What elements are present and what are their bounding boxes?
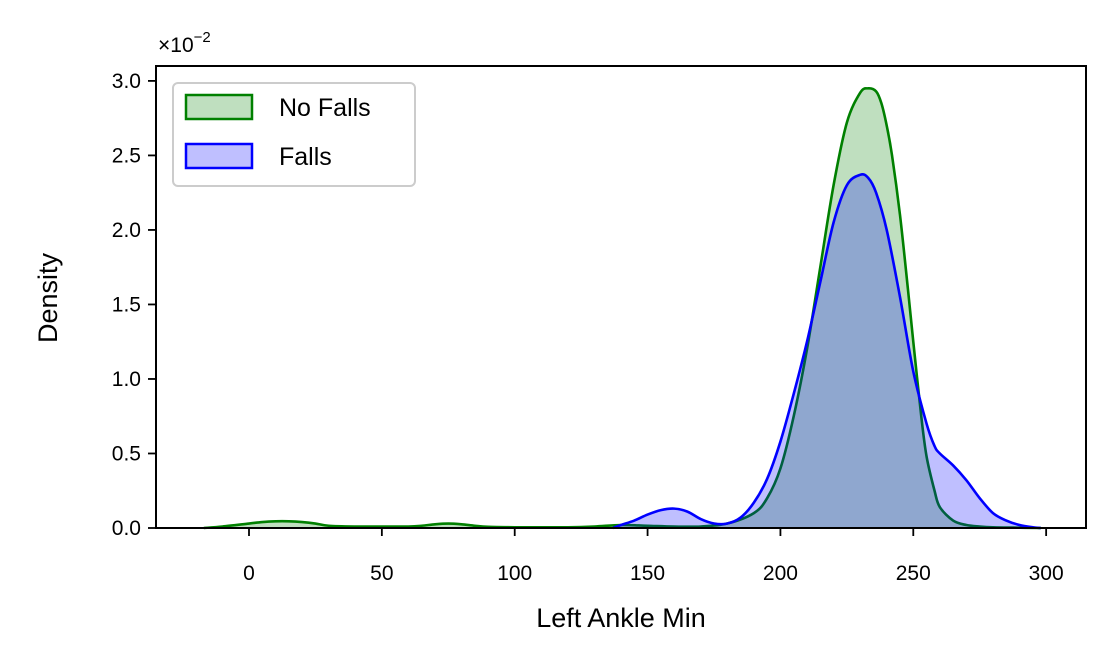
y-multiplier-exponent: −2 (194, 29, 211, 46)
y-tick-label: 2.5 (112, 144, 141, 167)
y-multiplier-base: ×10 (158, 34, 194, 57)
x-tick-label: 200 (763, 562, 798, 585)
x-tick-label: 250 (896, 562, 931, 585)
series-layer (203, 87, 1041, 530)
legend: No Falls Falls (172, 82, 416, 187)
x-tick-label: 150 (630, 562, 665, 585)
y-axis-ticks: 0.0 0.5 1.0 1.5 2.0 2.5 3.0 (112, 70, 156, 540)
y-axis-multiplier: ×10−2 (158, 29, 211, 57)
y-tick-label: 0.5 (112, 442, 141, 465)
plot-frame (155, 65, 1087, 529)
y-tick-label: 2.0 (112, 219, 141, 242)
y-tick-label: 3.0 (112, 70, 141, 93)
y-tick-label: 0.0 (112, 517, 141, 540)
legend-label-no-falls: No Falls (279, 94, 371, 122)
y-tick-label: 1.0 (112, 368, 141, 391)
y-axis-label: Density (33, 252, 63, 343)
series-line-no-falls (203, 87, 1041, 530)
legend-swatch-no-falls (184, 93, 254, 121)
legend-label-falls: Falls (279, 143, 332, 171)
series-area-falls (613, 174, 1041, 528)
x-axis-label: Left Ankle Min (536, 603, 706, 633)
y-tick-label: 1.5 (112, 293, 141, 316)
x-axis-ticks: 0 50 100 150 200 250 300 (243, 528, 1064, 585)
series-line-falls (612, 173, 1041, 530)
legend-swatch-falls (184, 142, 254, 170)
x-tick-label: 300 (1029, 562, 1064, 585)
x-tick-label: 0 (243, 562, 255, 585)
legend-box (172, 82, 416, 187)
x-tick-label: 100 (497, 562, 532, 585)
x-tick-label: 50 (370, 562, 393, 585)
